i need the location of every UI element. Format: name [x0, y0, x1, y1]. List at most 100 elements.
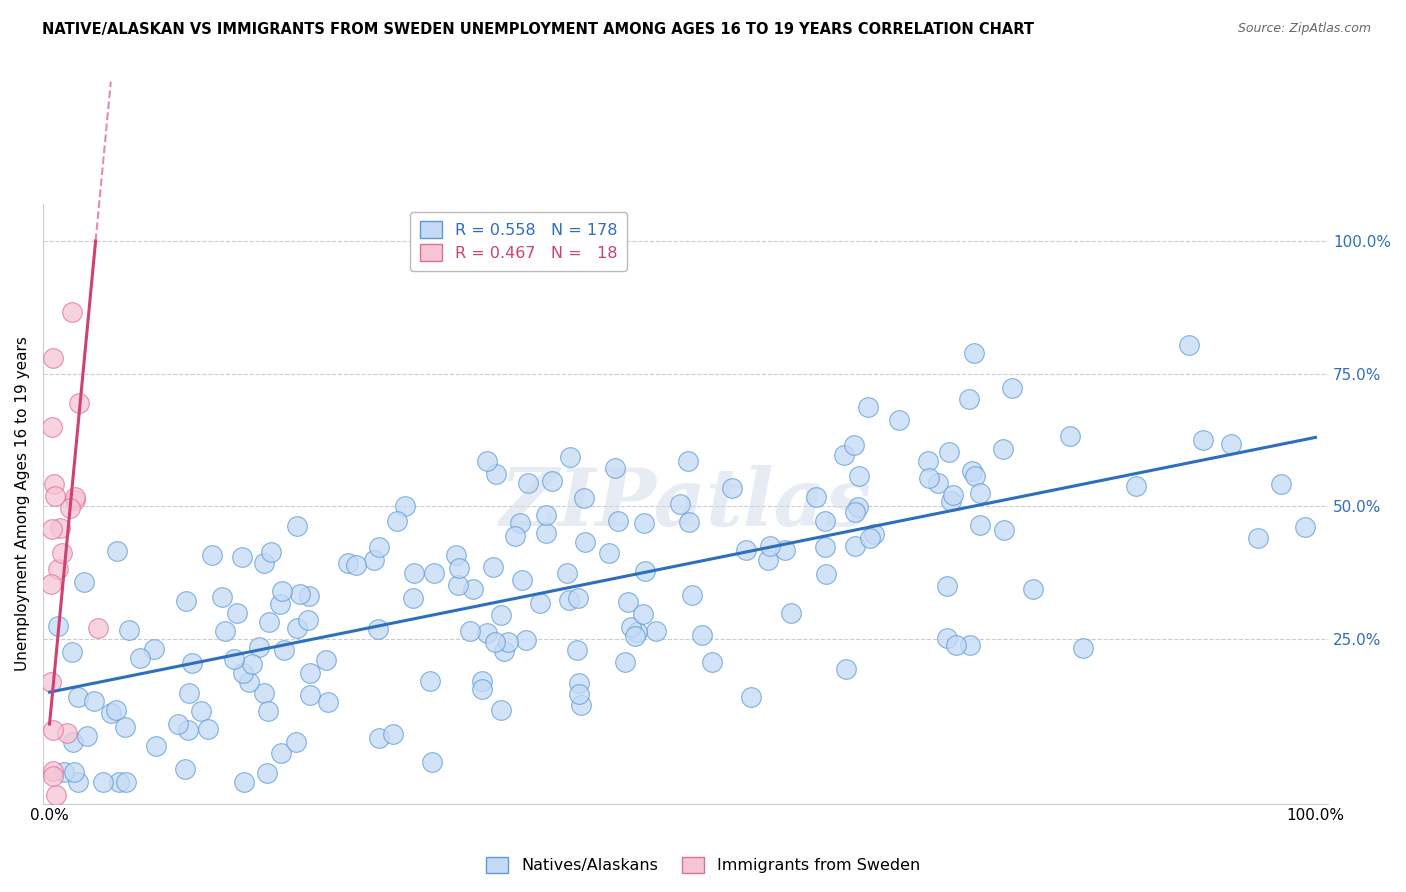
Point — [756, 552, 779, 566]
Point — [569, 698, 592, 712]
Point — [51, 546, 73, 560]
Point — [492, 643, 515, 657]
Point — [471, 682, 494, 697]
Point — [39, 675, 62, 690]
Point — [270, 747, 292, 761]
Point — [623, 629, 645, 643]
Point — [63, 765, 86, 780]
Point — [100, 706, 122, 721]
Point — [167, 717, 190, 731]
Point — [76, 729, 98, 743]
Point — [489, 703, 512, 717]
Point — [174, 594, 197, 608]
Point — [503, 529, 526, 543]
Point — [565, 642, 588, 657]
Point — [297, 613, 319, 627]
Point — [86, 621, 108, 635]
Point — [394, 499, 416, 513]
Point — [962, 346, 984, 360]
Point — [936, 632, 959, 646]
Point — [1191, 433, 1213, 447]
Point — [848, 469, 870, 483]
Point — [253, 556, 276, 570]
Point — [173, 763, 195, 777]
Point — [489, 607, 512, 622]
Point — [257, 615, 280, 630]
Point — [214, 624, 236, 638]
Point — [555, 566, 578, 580]
Point — [1125, 479, 1147, 493]
Point — [67, 396, 90, 410]
Point — [225, 606, 247, 620]
Point — [44, 489, 66, 503]
Point — [498, 635, 520, 649]
Point — [634, 564, 657, 578]
Legend: Natives/Alaskans, Immigrants from Sweden: Natives/Alaskans, Immigrants from Sweden — [479, 850, 927, 880]
Point — [603, 460, 626, 475]
Point — [678, 516, 700, 530]
Point — [734, 543, 756, 558]
Point — [568, 675, 591, 690]
Point — [614, 656, 637, 670]
Point — [419, 673, 441, 688]
Point — [607, 514, 630, 528]
Point — [42, 723, 65, 737]
Point — [447, 561, 470, 575]
Point — [42, 351, 65, 365]
Point — [775, 543, 797, 558]
Point — [224, 652, 246, 666]
Point — [404, 566, 426, 581]
Point — [991, 442, 1014, 457]
Point — [740, 690, 762, 704]
Point — [835, 662, 858, 676]
Point — [676, 454, 699, 468]
Point — [190, 705, 212, 719]
Point — [257, 705, 280, 719]
Point — [969, 486, 991, 500]
Point — [48, 619, 70, 633]
Point — [962, 464, 984, 478]
Point — [48, 521, 70, 535]
Point — [862, 526, 884, 541]
Point — [63, 493, 86, 508]
Point — [447, 578, 470, 592]
Point — [285, 621, 308, 635]
Point — [42, 764, 65, 778]
Point — [842, 438, 865, 452]
Point — [1294, 519, 1316, 533]
Point — [759, 539, 782, 553]
Point — [45, 788, 67, 802]
Point — [238, 674, 260, 689]
Point — [939, 493, 962, 508]
Point — [344, 558, 367, 572]
Point — [1059, 429, 1081, 443]
Point — [477, 454, 499, 468]
Point — [118, 623, 141, 637]
Point — [446, 549, 468, 563]
Point — [269, 597, 291, 611]
Point — [917, 454, 939, 468]
Point — [145, 739, 167, 753]
Point — [177, 723, 200, 737]
Point — [232, 665, 254, 680]
Point — [517, 475, 540, 490]
Point — [382, 727, 405, 741]
Point — [271, 583, 294, 598]
Point — [232, 775, 254, 789]
Point — [52, 765, 75, 780]
Point — [44, 477, 66, 491]
Point — [299, 666, 322, 681]
Point — [814, 514, 837, 528]
Point — [422, 755, 444, 769]
Point — [114, 774, 136, 789]
Point — [41, 522, 63, 536]
Point — [298, 688, 321, 702]
Point — [177, 686, 200, 700]
Point — [844, 539, 866, 553]
Point — [626, 625, 648, 640]
Point — [568, 688, 591, 702]
Point — [259, 545, 281, 559]
Point — [617, 595, 640, 609]
Point — [104, 703, 127, 717]
Point — [1247, 531, 1270, 545]
